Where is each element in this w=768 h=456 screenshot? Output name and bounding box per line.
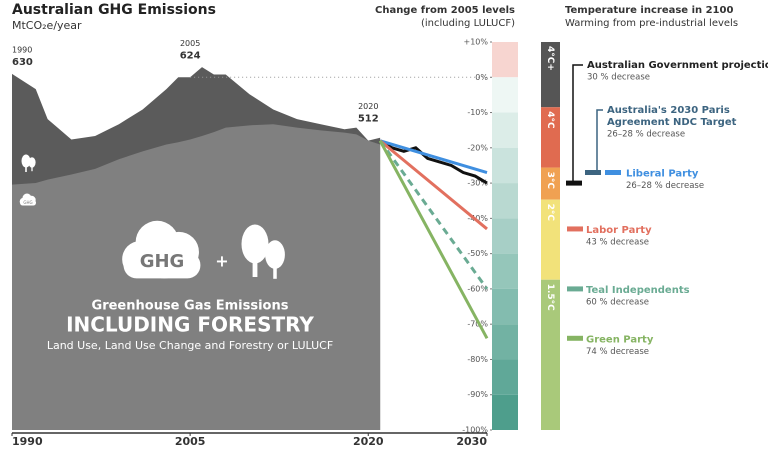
connector <box>572 64 583 184</box>
tree-crown <box>241 224 269 264</box>
projection-note: 26–28 % decrease <box>626 181 704 191</box>
projection-line <box>379 139 488 185</box>
percent-cell <box>492 112 518 148</box>
y2-tick-label: -50% <box>467 249 488 258</box>
projection-line <box>379 139 488 231</box>
temperature-band <box>541 107 560 168</box>
projection-line <box>378 140 489 340</box>
projection-name: Teal Independents <box>586 285 690 296</box>
percent-cell <box>492 288 518 325</box>
temperature-subtitle: Warming from pre-industrial levels <box>565 18 738 29</box>
y2-tick-label: -20% <box>467 143 488 152</box>
temperature-label: 3°C <box>545 172 555 190</box>
cloud-part <box>123 252 201 279</box>
connector <box>596 109 603 173</box>
temperature-label: 4°C <box>545 111 555 129</box>
projection-note: 43 % decrease <box>586 237 649 247</box>
emissions-area <box>12 124 381 431</box>
percent-cell <box>492 147 518 184</box>
annotation-year: 1990 <box>12 45 32 54</box>
tree-trunk <box>25 164 27 172</box>
y2-tick-label: -90% <box>467 390 488 399</box>
percent-cell <box>492 183 518 219</box>
y2-tick-label: -40% <box>467 214 488 223</box>
graphic-line2: INCLUDING FORESTRY <box>66 313 314 337</box>
tree-trunk <box>273 261 277 279</box>
projection-line <box>379 139 488 174</box>
percent-cell <box>492 218 518 254</box>
plus: + <box>215 252 228 271</box>
cloud-part <box>20 200 36 206</box>
small-cloud-label: GHG <box>23 200 32 205</box>
projection-name: Green Party <box>586 334 654 345</box>
percent-cell <box>492 324 518 360</box>
x-tick-label: 1990 <box>12 435 43 448</box>
x-tick-label: 2020 <box>353 435 384 448</box>
temperature-label: 2°C <box>545 204 555 222</box>
cloud-icon <box>19 193 36 206</box>
annotation-value: 624 <box>180 50 201 61</box>
projection-name: Australia's 2030 Paris <box>607 105 730 116</box>
graphic-line3: Land Use, Land Use Change and Forestry o… <box>47 339 333 352</box>
x-tick-label: 2030 <box>456 435 487 448</box>
percent-cell <box>492 42 518 78</box>
temperature-band <box>541 42 560 108</box>
percent-cell <box>492 77 518 113</box>
temperature-label: 1.5°C <box>545 284 555 311</box>
y2-title: (including LULUCF) <box>421 18 515 29</box>
tree-crown <box>28 157 36 168</box>
graphic: GHG + GHG Greenhouse Gas EmissionsINCLUDING… <box>19 154 333 352</box>
temperature-label: 4°C+ <box>545 46 555 71</box>
x-tick-label: 2005 <box>175 435 206 448</box>
annotation-year: 2020 <box>358 102 378 111</box>
temperature-band <box>541 199 560 280</box>
cloud-label: GHG <box>140 251 185 272</box>
projection-note: 60 % decrease <box>586 297 649 307</box>
tree-crown <box>265 240 285 269</box>
y2-tick-label: +10% <box>464 38 489 47</box>
projection-name: Liberal Party <box>626 169 699 180</box>
annotation-value: 512 <box>358 114 379 125</box>
cloud-icon <box>122 220 201 279</box>
percent-cell <box>492 394 518 430</box>
y2-tick-label: -10% <box>467 108 488 117</box>
projection-note: 30 % decrease <box>587 73 650 83</box>
graphic-line1: Greenhouse Gas Emissions <box>92 299 289 314</box>
tree-crown <box>21 154 31 168</box>
y2-title: Change from 2005 levels <box>375 5 515 16</box>
chart-title: Australian GHG Emissions <box>12 2 216 18</box>
projection-name: Agreement NDC Target <box>607 117 737 128</box>
annotation-value: 630 <box>12 57 33 68</box>
projection-name: Labor Party <box>586 225 652 236</box>
temperature-band <box>541 167 560 200</box>
annotation-year: 2005 <box>180 39 200 48</box>
projection-line <box>378 139 489 290</box>
temperature-band <box>541 279 560 430</box>
y2-tick-label: -60% <box>467 284 488 293</box>
temperature-title: Temperature increase in 2100 <box>565 5 733 16</box>
percent-cell <box>492 253 518 289</box>
chart-subtitle: MtCO₂e/year <box>12 19 82 32</box>
projection-note: 26–28 % decrease <box>607 130 685 140</box>
y2-tick-label: -80% <box>467 355 488 364</box>
tree-trunk <box>252 253 258 277</box>
tree-trunk <box>31 164 33 172</box>
y2-tick-label: -30% <box>467 179 488 188</box>
percent-cell <box>492 359 518 395</box>
projection-note: 74 % decrease <box>586 347 649 357</box>
y2-tick-label: -100% <box>462 426 488 435</box>
projection-name: Australian Government projections <box>587 60 768 71</box>
y2-tick-label: 0% <box>475 73 488 82</box>
